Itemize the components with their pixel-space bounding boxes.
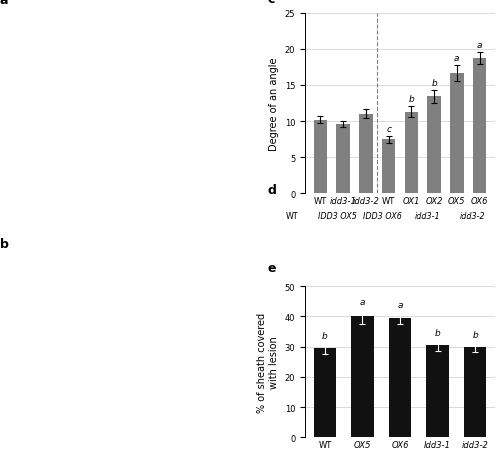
Text: b: b — [431, 79, 437, 88]
Text: IDD3 OX5: IDD3 OX5 — [318, 211, 357, 220]
Bar — [450, 74, 464, 194]
Bar — [314, 348, 336, 437]
Text: c: c — [386, 124, 391, 133]
Text: b: b — [472, 330, 478, 339]
Bar — [426, 345, 449, 437]
Text: a: a — [477, 41, 482, 51]
Bar — [359, 115, 372, 194]
Text: a: a — [454, 54, 460, 63]
Bar — [428, 97, 441, 194]
Text: IDD3 OX6: IDD3 OX6 — [363, 211, 402, 220]
Bar — [388, 318, 411, 437]
Bar — [464, 347, 486, 437]
Text: a: a — [0, 0, 8, 7]
Text: b: b — [434, 328, 440, 337]
Bar — [472, 59, 486, 194]
Text: a: a — [398, 300, 403, 309]
Text: e: e — [267, 261, 276, 274]
Text: b: b — [408, 95, 414, 104]
Bar — [314, 120, 328, 194]
Bar — [336, 124, 350, 194]
Text: idd3-1: idd3-1 — [414, 211, 440, 220]
Y-axis label: Degree of an angle: Degree of an angle — [269, 57, 279, 150]
Text: d: d — [268, 184, 276, 197]
Text: b: b — [0, 238, 9, 251]
Bar — [351, 317, 374, 437]
Bar — [382, 140, 396, 194]
Text: a: a — [360, 298, 365, 307]
Text: b: b — [322, 331, 328, 341]
Text: WT: WT — [286, 211, 299, 220]
Text: c: c — [267, 0, 274, 6]
Bar — [404, 112, 418, 194]
Text: idd3-2: idd3-2 — [460, 211, 485, 220]
Y-axis label: % of sheath covered
with lesion: % of sheath covered with lesion — [258, 312, 279, 412]
